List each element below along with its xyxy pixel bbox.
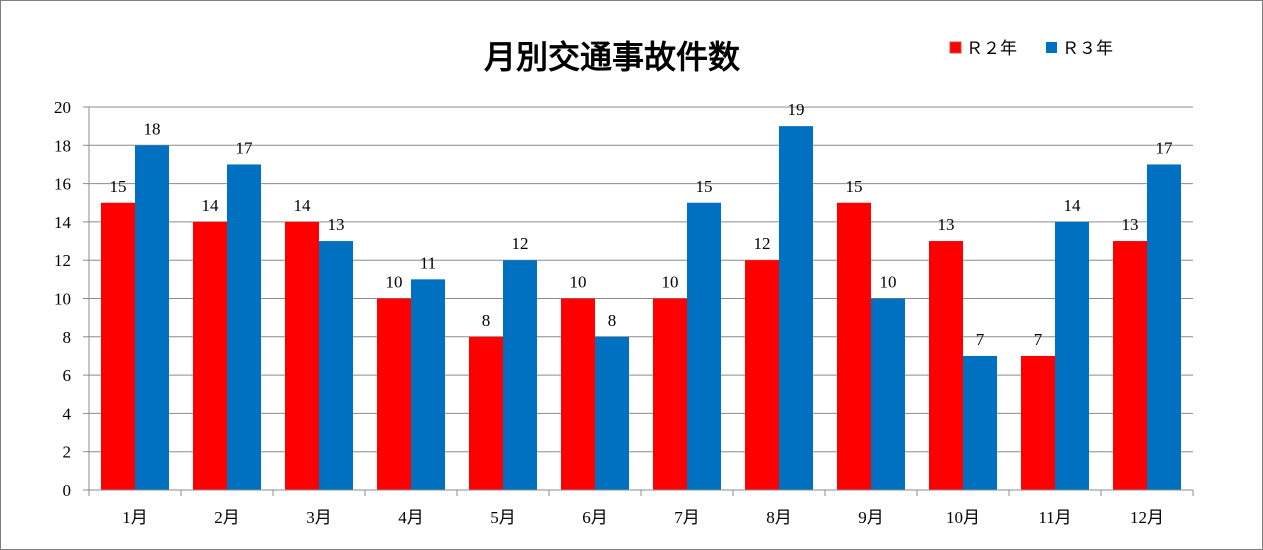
bar-r2	[101, 202, 135, 490]
x-tick-label: 2月	[214, 508, 240, 527]
legend-label-r2: Ｒ２年	[966, 39, 1017, 59]
data-label-r3: 11	[420, 253, 436, 272]
bar-r3	[503, 260, 537, 490]
data-labels: 15 18 14 17 14 13 10 11 8 12 10 8 10 15 12 19 15 10 13 7 7 14…	[110, 100, 1174, 349]
chart-title: 月別交通事故件数	[484, 38, 741, 76]
bar-r3	[227, 164, 261, 490]
bar-r2	[285, 221, 319, 490]
x-tick-label: 5月	[490, 508, 516, 527]
legend: Ｒ２年 Ｒ３年	[949, 39, 1113, 59]
data-label-r2: 8	[482, 311, 491, 330]
x-tick-label: 7月	[674, 508, 700, 527]
data-label-r3: 10	[880, 273, 897, 292]
legend-swatch-r3	[1046, 42, 1057, 53]
y-tick-label: 2	[63, 443, 72, 462]
data-label-r2: 14	[294, 196, 312, 215]
x-tick-label: 11月	[1038, 508, 1071, 527]
bar-r2	[469, 336, 503, 490]
x-tick-label: 1月	[122, 508, 148, 527]
bar-r2	[1113, 241, 1147, 490]
x-tick-label: 6月	[582, 508, 608, 527]
data-label-r2: 13	[938, 215, 955, 234]
legend-label-r3: Ｒ３年	[1062, 39, 1113, 59]
data-label-r2: 12	[754, 234, 771, 253]
bar-r3	[687, 202, 721, 490]
bar-r3	[1147, 164, 1181, 490]
bar-r3	[595, 336, 629, 490]
bar-r2	[561, 298, 595, 490]
bar-r2	[1021, 355, 1055, 490]
data-label-r3: 8	[608, 311, 617, 330]
data-label-r3: 12	[512, 234, 529, 253]
y-tick-label: 6	[63, 366, 72, 385]
data-label-r2: 10	[386, 273, 403, 292]
bar-r3	[1055, 221, 1089, 490]
y-tick-label: 16	[54, 175, 71, 194]
data-label-r2: 14	[202, 196, 220, 215]
x-tick-label: 4月	[398, 508, 424, 527]
bar-r2	[193, 221, 227, 490]
y-tick-label: 0	[63, 481, 72, 500]
data-label-r3: 18	[144, 119, 161, 138]
data-label-r3: 14	[1064, 196, 1082, 215]
data-label-r2: 15	[110, 177, 127, 196]
axes: 0 2 4 6 8 10 12 14 16 18 20 1月 2月 3月 4月 5月 6月 7月 8月 9月 10月 11…	[54, 98, 1194, 527]
y-tick-label: 18	[54, 136, 71, 155]
data-label-r2: 7	[1034, 330, 1043, 349]
bar-r3	[135, 145, 169, 491]
bar-r2	[929, 241, 963, 490]
data-label-r3: 13	[328, 215, 345, 234]
y-tick-label: 14	[54, 213, 72, 232]
bar-r2	[837, 202, 871, 490]
bar-r2	[377, 298, 411, 490]
data-label-r2: 13	[1122, 215, 1139, 234]
data-label-r3: 17	[1156, 138, 1174, 157]
data-label-r3: 17	[236, 138, 254, 157]
y-tick-label: 8	[63, 328, 72, 347]
data-label-r2: 15	[846, 177, 863, 196]
bar-r2	[745, 260, 779, 490]
bar-r2	[653, 298, 687, 490]
x-tick-label: 3月	[306, 508, 332, 527]
bar-r3	[411, 279, 445, 490]
data-label-r2: 10	[570, 273, 587, 292]
x-tick-label: 12月	[1130, 508, 1164, 527]
bar-r3	[871, 298, 905, 490]
bars	[101, 126, 1181, 491]
bar-r3	[779, 126, 813, 491]
x-tick-label: 10月	[946, 508, 980, 527]
legend-swatch-r2	[949, 41, 962, 54]
data-label-r3: 19	[788, 100, 805, 119]
y-tick-label: 10	[54, 290, 71, 309]
x-tick-label: 9月	[858, 508, 884, 527]
data-label-r3: 7	[976, 330, 985, 349]
gridlines	[89, 106, 1193, 453]
data-label-r2: 10	[662, 273, 679, 292]
x-tick-label: 8月	[766, 508, 792, 527]
y-tick-label: 20	[54, 98, 71, 117]
data-label-r3: 15	[696, 177, 713, 196]
y-tick-label: 4	[63, 404, 72, 423]
y-tick-label: 12	[54, 251, 71, 270]
bar-r3	[319, 241, 353, 490]
bar-r3	[963, 355, 997, 490]
